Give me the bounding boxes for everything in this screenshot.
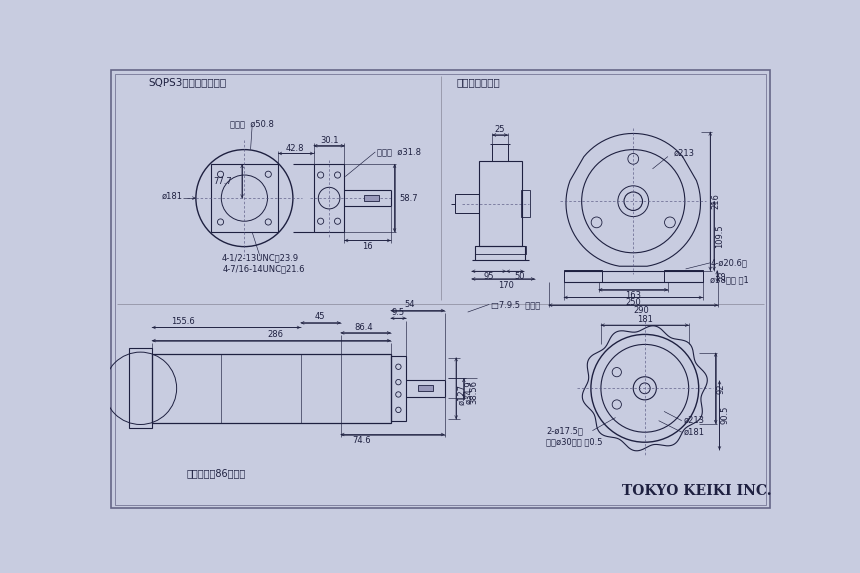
Text: 92: 92 (716, 383, 726, 394)
Text: 16: 16 (362, 242, 373, 251)
Bar (211, 164, 279, 232)
Text: 42.8: 42.8 (286, 144, 304, 152)
Text: 216: 216 (711, 193, 720, 209)
Text: 77.7: 77.7 (213, 176, 232, 186)
Text: 290: 290 (633, 306, 648, 315)
Text: ø127: ø127 (457, 384, 466, 405)
Bar (564, 270, 603, 282)
Text: 38.56: 38.56 (470, 380, 478, 404)
Bar (664, 270, 703, 282)
Bar (314, 164, 345, 232)
Text: 23: 23 (718, 270, 727, 281)
Text: 54: 54 (405, 300, 415, 309)
Text: 注）图示了86型轴。: 注）图示了86型轴。 (187, 468, 246, 478)
Text: ø213: ø213 (684, 416, 704, 425)
Text: 4-1/2-13UNC深23.9: 4-1/2-13UNC深23.9 (221, 254, 298, 262)
Text: 吸油口  ø50.8: 吸油口 ø50.8 (230, 119, 274, 128)
Text: 45: 45 (315, 312, 325, 321)
Text: ø181: ø181 (684, 427, 704, 437)
Bar (418, 385, 433, 391)
Text: （脚架安装型）: （脚架安装型） (456, 77, 500, 88)
Bar (479, 161, 522, 246)
Text: 排油口  ø31.8: 排油口 ø31.8 (377, 147, 421, 156)
Text: 74.6: 74.6 (352, 436, 371, 445)
Bar (152, 354, 390, 423)
Text: ø213: ø213 (673, 149, 694, 158)
Bar (455, 194, 479, 213)
Text: 背面ø30沉孔 深0.5: 背面ø30沉孔 深0.5 (546, 438, 603, 447)
Text: 109.5: 109.5 (715, 224, 724, 248)
Text: 170: 170 (498, 281, 514, 289)
Text: ø181: ø181 (162, 191, 183, 201)
Text: 250: 250 (625, 299, 641, 307)
Bar (390, 356, 406, 421)
Text: ø34.9: ø34.9 (464, 380, 474, 404)
Text: 4-7/16-14UNC深21.6: 4-7/16-14UNC深21.6 (223, 265, 305, 273)
Text: 155.6: 155.6 (171, 317, 194, 326)
Text: 58.7: 58.7 (399, 194, 418, 203)
Text: 90.5: 90.5 (721, 406, 729, 425)
Text: 25: 25 (494, 125, 506, 134)
Text: TOKYO KEIKI INC.: TOKYO KEIKI INC. (622, 484, 771, 498)
Text: 95: 95 (483, 272, 494, 281)
Bar (492, 144, 507, 161)
Bar (521, 190, 530, 217)
Text: 4-ø20.6孔: 4-ø20.6孔 (710, 258, 747, 267)
Bar (364, 195, 379, 201)
Text: ø38沉孔 深1: ø38沉孔 深1 (710, 275, 749, 284)
Text: 50: 50 (514, 272, 525, 281)
Text: 2-ø17.5孔: 2-ø17.5孔 (546, 426, 583, 435)
Text: 181: 181 (637, 315, 653, 324)
Text: 163: 163 (625, 291, 642, 300)
Text: 9.5: 9.5 (392, 308, 405, 316)
Text: SQPS3（法兰安装型）: SQPS3（法兰安装型） (148, 77, 226, 88)
Text: 30.1: 30.1 (320, 136, 338, 145)
Bar (476, 246, 526, 254)
Text: □7.9.5  平行鍵: □7.9.5 平行鍵 (491, 300, 540, 309)
Text: 86.4: 86.4 (354, 323, 373, 332)
Bar (129, 348, 152, 429)
Text: 286: 286 (267, 330, 283, 339)
